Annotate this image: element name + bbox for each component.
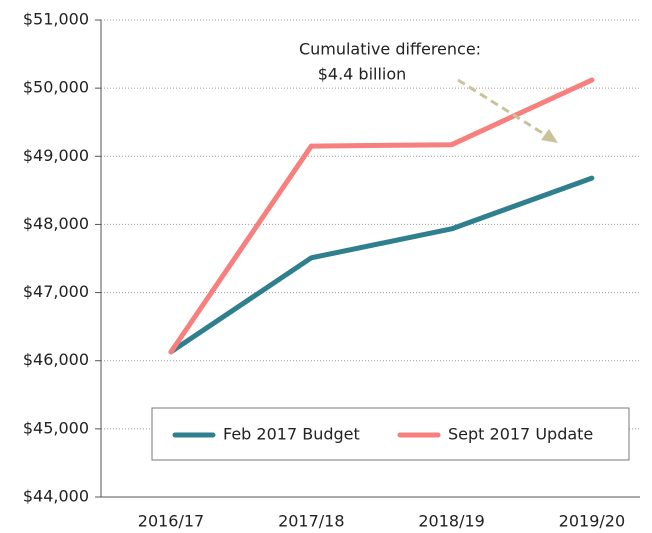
annotation-arrowhead [541,129,558,143]
y-tick-label: $45,000 [23,418,89,437]
legend-label: Sept 2017 Update [448,425,593,444]
y-tick-label: $46,000 [23,350,89,369]
annotation: Cumulative difference: [299,40,481,59]
y-tick-label: $50,000 [23,78,89,97]
annotation-arrow [457,78,553,141]
y-tick-label: $47,000 [23,282,89,301]
y-tick-label: $49,000 [23,146,89,165]
legend-box [151,407,630,461]
y-tick-label: $44,000 [23,487,89,506]
line [168,77,595,355]
x-tick-label: 2019/20 [559,512,625,531]
plot: $44,000 $45,000 $46,000 $47,000 $48,000 $49,0… [23,10,640,531]
y-tick-label: $48,000 [23,214,89,233]
y-tick-label: $51,000 [23,10,89,29]
legend-label: Feb 2017 Budget [223,425,360,444]
annotation: $4.4 billion [318,65,407,84]
line [168,175,595,355]
x-tick-label: 2017/18 [278,512,344,531]
x-tick-label: 2016/17 [138,512,204,531]
x-tick-label: 2018/19 [418,512,484,531]
